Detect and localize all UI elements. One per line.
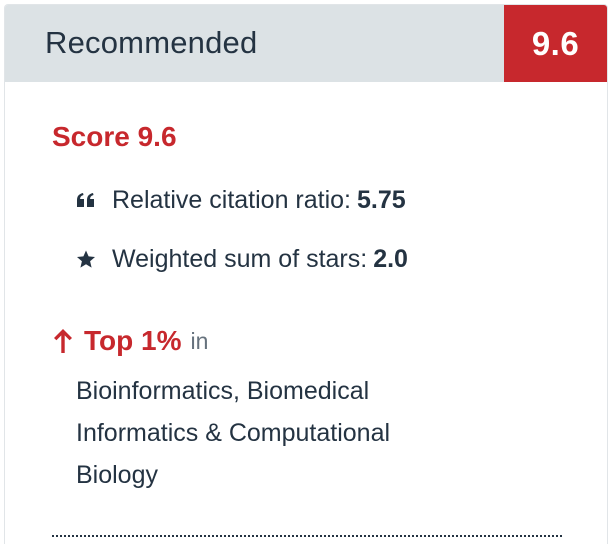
score-badge: 9.6 — [504, 5, 607, 82]
metric-relative-citation-ratio: Relative citation ratio: 5.75 — [76, 183, 406, 217]
ranking-field: Bioinformatics, Biomedical Informatics &… — [76, 377, 391, 489]
card-title: Recommended — [45, 25, 258, 60]
metric-value: 5.75 — [357, 185, 406, 214]
ranking-in-label: in — [190, 327, 209, 354]
arrow-up-icon — [52, 328, 78, 354]
star-icon — [76, 247, 112, 271]
metric-label: Weighted sum of stars: — [112, 244, 368, 273]
metric-value: 2.0 — [373, 244, 408, 273]
card-header: Recommended 9.6 — [5, 5, 607, 82]
ranking-line: Top 1% in — [52, 323, 208, 359]
ranking-top-percent: Top 1% — [84, 325, 182, 356]
metric-weighted-sum-of-stars: Weighted sum of stars: 2.0 — [76, 242, 408, 276]
dotted-divider — [52, 535, 562, 537]
metric-label: Relative citation ratio: — [112, 185, 352, 214]
recommendation-card: Recommended 9.6 Score 9.6 Relative citat… — [4, 4, 608, 544]
quote-icon — [76, 188, 112, 212]
score-title: Score 9.6 — [52, 121, 177, 152]
